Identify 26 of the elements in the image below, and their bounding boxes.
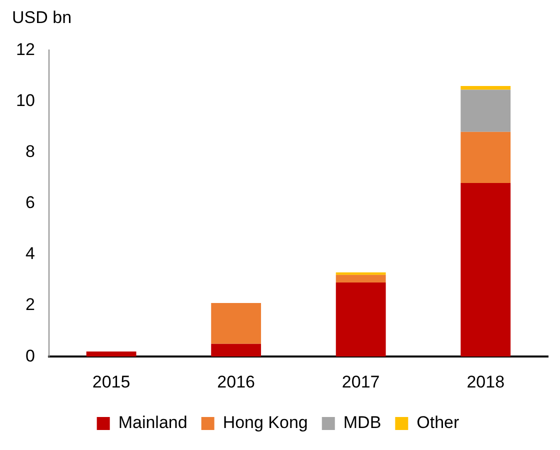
bar: [460, 132, 511, 183]
x-tick-label: 2018: [466, 372, 505, 392]
legend-label: MDB: [343, 413, 382, 432]
bar: [336, 274, 386, 283]
bar: [336, 282, 386, 357]
legend-label: Other: [416, 413, 460, 432]
y-axis-title: USD bn: [11, 8, 73, 29]
y-tick-label: 8: [25, 142, 35, 162]
bar: [86, 351, 136, 357]
x-tick-label: 2017: [342, 372, 380, 392]
legend-label: Hong Kong: [222, 413, 308, 432]
bar: [460, 86, 511, 90]
y-tick-label: 12: [16, 40, 35, 59]
y-tick-label: 10: [16, 90, 35, 110]
y-tick-label: 2: [25, 295, 35, 314]
x-tick-label: 2015: [92, 372, 130, 392]
y-tick-label: 0: [25, 346, 35, 366]
bar: [211, 302, 262, 344]
bar: [211, 344, 262, 357]
bar: [336, 272, 386, 275]
legend-label: Mainland: [118, 413, 188, 432]
y-tick-label: 6: [25, 193, 35, 212]
bar: [460, 90, 511, 132]
x-tick-label: 2016: [217, 372, 255, 392]
y-tick-label: 4: [25, 244, 35, 264]
bar: [460, 182, 511, 357]
